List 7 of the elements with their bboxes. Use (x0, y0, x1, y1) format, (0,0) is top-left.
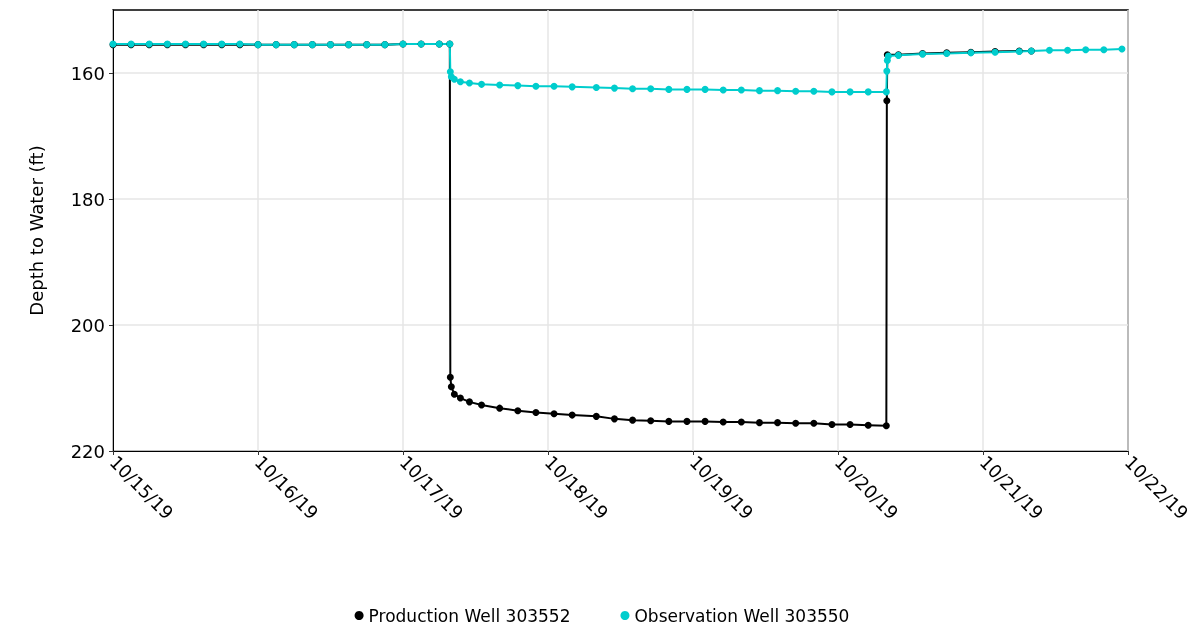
legend-label: Observation Well 303550 (634, 605, 850, 626)
y-axis-title: Depth to Water (ft) (25, 145, 47, 316)
y-tick-label: 220 (70, 440, 105, 462)
y-tick-label: 200 (70, 314, 105, 336)
y-tick-label: 180 (70, 188, 105, 210)
legend-label: Production Well 303552 (368, 605, 571, 626)
y-tick-label: 160 (70, 62, 105, 84)
